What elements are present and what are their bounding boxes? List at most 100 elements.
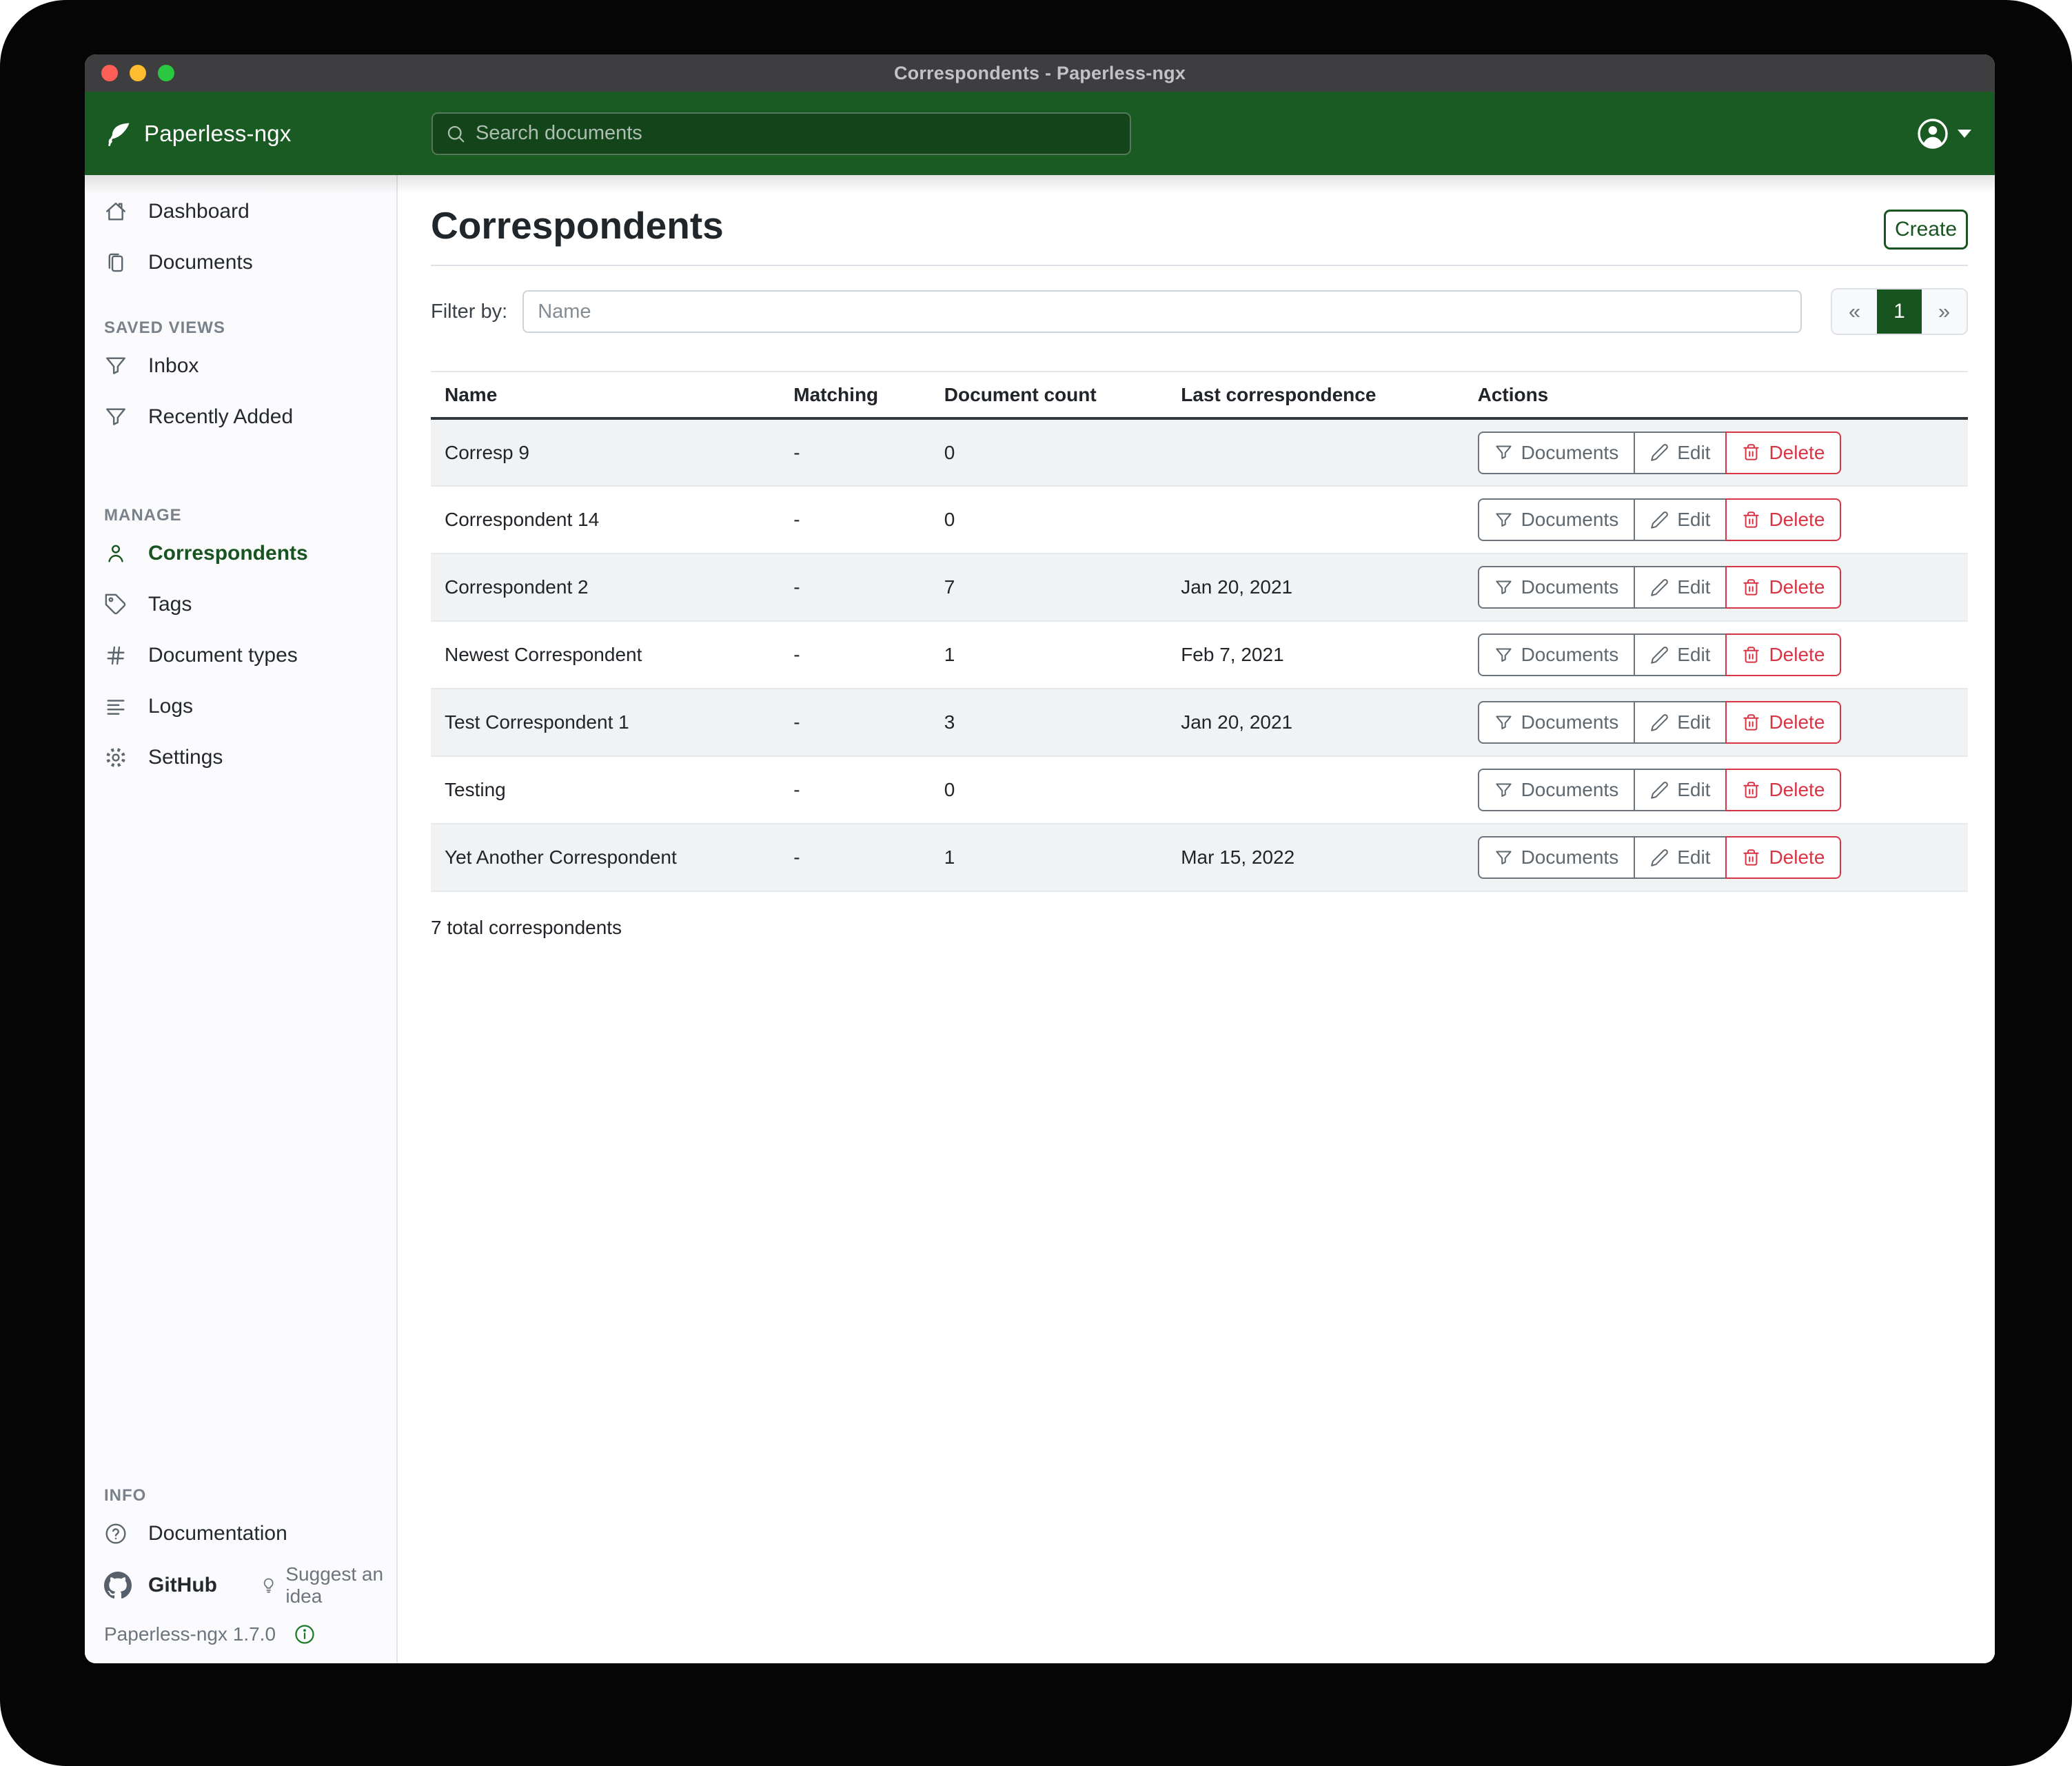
traffic-lights: [101, 54, 174, 92]
leaf-icon: [108, 123, 130, 146]
pencil-icon: [1651, 444, 1669, 461]
delete-button[interactable]: Delete: [1725, 701, 1842, 744]
correspondent-last-correspondence: [1181, 755, 1478, 824]
pagination-next-button[interactable]: »: [1922, 290, 1967, 334]
correspondent-last-correspondence: [1181, 418, 1478, 486]
correspondent-matching: -: [793, 418, 944, 486]
sidebar-item-documents[interactable]: Documents: [85, 246, 396, 279]
correspondent-name: Yet Another Correspondent: [431, 823, 794, 892]
search-input[interactable]: [476, 122, 1117, 145]
funnel-icon: [1495, 445, 1512, 459]
sidebar-item-correspondents[interactable]: Correspondents: [85, 537, 396, 570]
pagination-prev-button[interactable]: «: [1832, 290, 1877, 334]
row-actions: Documents Edit Delete: [1477, 431, 1842, 474]
correspondent-matching: -: [793, 755, 944, 824]
correspondent-last-correspondence: Jan 20, 2021: [1181, 688, 1478, 756]
brand-link[interactable]: Paperless-ngx: [85, 119, 292, 148]
sidebar-item-document-types[interactable]: Document types: [85, 639, 396, 672]
sidebar-item-label: Settings: [148, 746, 223, 769]
sidebar-item-documentation[interactable]: Documentation: [85, 1517, 396, 1550]
sidebar-item-recently-added[interactable]: Recently Added: [85, 400, 396, 434]
sidebar-section-saved-views: SAVED VIEWS: [104, 318, 225, 337]
app-version: Paperless-ngx 1.7.0: [104, 1623, 276, 1645]
column-header-name[interactable]: Name: [431, 372, 794, 420]
documents-button[interactable]: Documents: [1477, 633, 1636, 676]
edit-button[interactable]: Edit: [1634, 431, 1727, 474]
documents-button[interactable]: Documents: [1477, 566, 1636, 609]
correspondent-name: Newest Correspondent: [431, 620, 794, 689]
sidebar-item-label: GitHub: [148, 1574, 217, 1596]
trash-icon: [1743, 646, 1760, 663]
delete-button[interactable]: Delete: [1725, 498, 1842, 541]
correspondent-matching: -: [793, 620, 944, 689]
delete-button[interactable]: Delete: [1725, 836, 1842, 879]
edit-button[interactable]: Edit: [1634, 701, 1727, 744]
documents-button[interactable]: Documents: [1477, 498, 1636, 541]
sidebar-item-suggest-idea[interactable]: Suggest an idea: [260, 1563, 396, 1607]
user-menu-button[interactable]: [1916, 117, 1971, 150]
sidebar-item-dashboard[interactable]: Dashboard: [85, 195, 396, 228]
sidebar-item-label: Logs: [148, 695, 194, 718]
correspondent-document-count: 0: [944, 755, 1181, 824]
correspondent-matching: -: [793, 553, 944, 621]
sidebar-item-settings[interactable]: Settings: [85, 741, 396, 774]
close-window-button[interactable]: [101, 65, 118, 81]
pencil-icon: [1651, 578, 1669, 596]
funnel-icon: [1495, 715, 1512, 729]
row-actions: Documents Edit Delete: [1477, 633, 1842, 676]
funnel-icon: [1495, 782, 1512, 797]
filter-label: Filter by:: [431, 300, 508, 323]
column-header-last-correspondence[interactable]: Last correspondence: [1181, 372, 1478, 420]
sidebar-section-manage: MANAGE: [104, 506, 182, 525]
correspondent-document-count: 1: [944, 823, 1181, 892]
sidebar-item-tags[interactable]: Tags: [85, 588, 396, 621]
sidebar-item-label: Correspondents: [148, 542, 308, 565]
delete-button[interactable]: Delete: [1725, 633, 1842, 676]
column-header-matching[interactable]: Matching: [793, 372, 944, 420]
documents-button[interactable]: Documents: [1477, 836, 1636, 879]
delete-button[interactable]: Delete: [1725, 769, 1842, 811]
row-actions: Documents Edit Delete: [1477, 836, 1842, 879]
table-header-row: Name Matching Document count Last corres…: [431, 372, 1968, 420]
help-circle-icon: [105, 1523, 126, 1544]
trash-icon: [1743, 444, 1760, 460]
delete-button[interactable]: Delete: [1725, 431, 1842, 474]
search-icon: [447, 125, 465, 142]
documents-button[interactable]: Documents: [1477, 769, 1636, 811]
zoom-window-button[interactable]: [158, 65, 174, 81]
info-circle-icon[interactable]: [294, 1623, 316, 1645]
sidebar-item-logs[interactable]: Logs: [85, 690, 396, 723]
trash-icon: [1743, 578, 1760, 596]
documents-button[interactable]: Documents: [1477, 431, 1636, 474]
search-box: [431, 112, 1131, 155]
pencil-icon: [1651, 646, 1669, 664]
trash-icon: [1743, 713, 1760, 731]
sidebar-item-github[interactable]: GitHub: [104, 1572, 217, 1599]
trash-icon: [1743, 781, 1760, 798]
edit-button[interactable]: Edit: [1634, 566, 1727, 609]
documents-button[interactable]: Documents: [1477, 701, 1636, 744]
column-header-document-count[interactable]: Document count: [944, 372, 1181, 420]
table-body: Corresp 9 - 0 Documents Edit: [431, 418, 1968, 892]
minimize-window-button[interactable]: [130, 65, 146, 81]
edit-button[interactable]: Edit: [1634, 769, 1727, 811]
person-icon: [108, 545, 123, 562]
pagination-page-1[interactable]: 1: [1877, 290, 1922, 334]
sidebar-item-inbox[interactable]: Inbox: [85, 349, 396, 383]
delete-button[interactable]: Delete: [1725, 566, 1842, 609]
edit-button[interactable]: Edit: [1634, 633, 1727, 676]
create-button[interactable]: Create: [1884, 210, 1968, 250]
filter-name-input[interactable]: [522, 290, 1802, 333]
top-navbar: Paperless-ngx: [85, 92, 1995, 175]
sidebar-item-label: Recently Added: [148, 405, 294, 428]
correspondent-last-correspondence: [1181, 485, 1478, 554]
correspondent-last-correspondence: Feb 7, 2021: [1181, 620, 1478, 689]
sidebar-item-label: Document types: [148, 644, 298, 667]
sidebar-item-label: Dashboard: [148, 200, 250, 223]
edit-button[interactable]: Edit: [1634, 498, 1727, 541]
window-title: Correspondents - Paperless-ngx: [893, 62, 1186, 83]
tag-icon: [105, 593, 126, 615]
sidebar-item-label: Inbox: [148, 354, 199, 377]
sidebar: Dashboard Documents SAVED VIEWS Inbox: [85, 175, 398, 1663]
edit-button[interactable]: Edit: [1634, 836, 1727, 879]
